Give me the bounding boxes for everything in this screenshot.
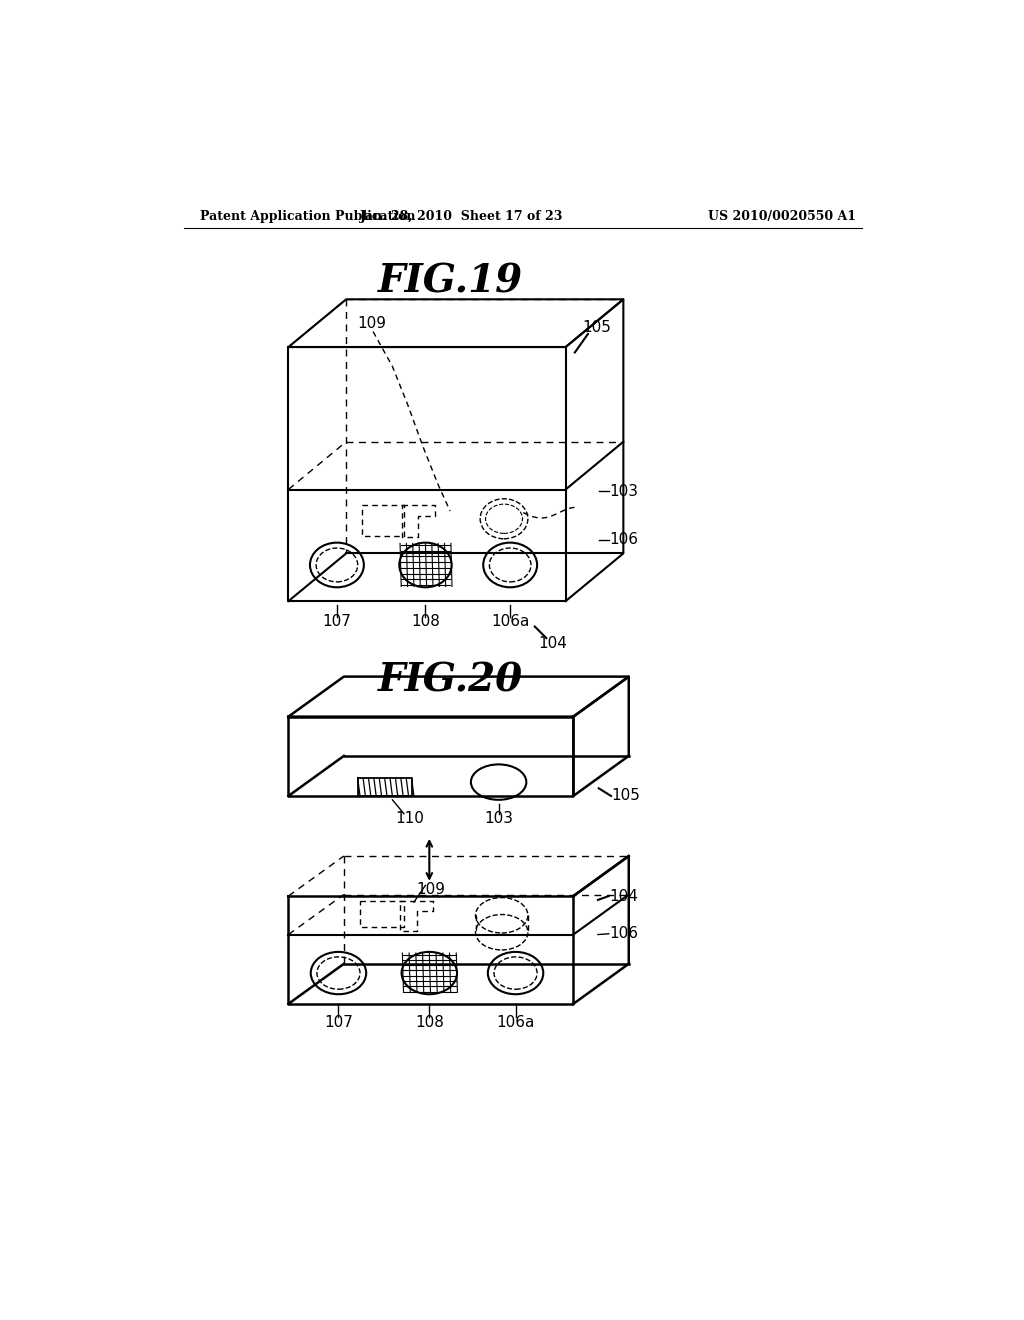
Ellipse shape xyxy=(487,952,544,994)
Text: 103: 103 xyxy=(609,483,639,499)
Text: 108: 108 xyxy=(415,1015,443,1030)
Text: Jan. 28, 2010  Sheet 17 of 23: Jan. 28, 2010 Sheet 17 of 23 xyxy=(360,210,563,223)
Text: 107: 107 xyxy=(323,614,351,630)
Text: US 2010/0020550 A1: US 2010/0020550 A1 xyxy=(708,210,856,223)
Text: 106a: 106a xyxy=(497,1015,535,1030)
Text: 105: 105 xyxy=(611,788,641,804)
Text: 106: 106 xyxy=(609,532,639,546)
Text: 103: 103 xyxy=(484,810,513,826)
Ellipse shape xyxy=(310,543,364,587)
Ellipse shape xyxy=(310,952,367,994)
Ellipse shape xyxy=(471,764,526,800)
Text: 109: 109 xyxy=(357,317,386,331)
Text: 108: 108 xyxy=(411,614,440,630)
Text: 104: 104 xyxy=(538,636,567,651)
Text: 104: 104 xyxy=(609,888,638,904)
Text: FIG.19: FIG.19 xyxy=(378,263,522,301)
Text: 106: 106 xyxy=(609,927,639,941)
Text: 110: 110 xyxy=(395,810,424,826)
Text: FIG.20: FIG.20 xyxy=(378,661,522,700)
Ellipse shape xyxy=(483,543,538,587)
Text: Patent Application Publication: Patent Application Publication xyxy=(200,210,416,223)
Ellipse shape xyxy=(401,952,457,994)
Ellipse shape xyxy=(399,543,452,587)
Text: 109: 109 xyxy=(417,882,445,898)
Text: 106a: 106a xyxy=(490,614,529,630)
Text: 105: 105 xyxy=(582,321,611,335)
Text: 107: 107 xyxy=(324,1015,353,1030)
